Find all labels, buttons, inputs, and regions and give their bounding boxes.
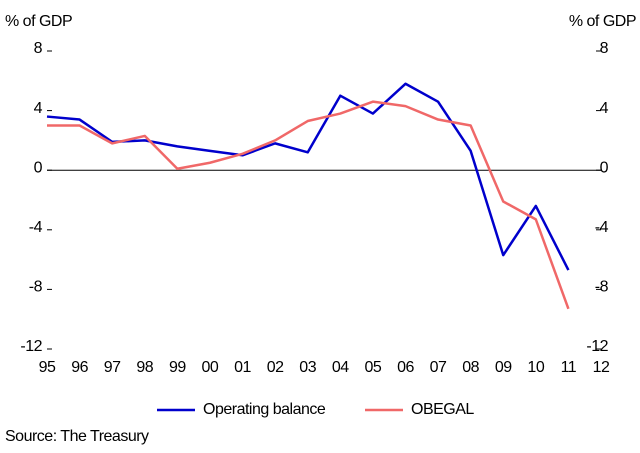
source: Source: The Treasury: [5, 428, 149, 445]
legend-label: OBEGAL: [411, 401, 474, 418]
y2-axis-label: % of GDP: [569, 13, 636, 30]
y-tick-label: 8: [34, 40, 43, 57]
x-tick-label: 06: [397, 359, 414, 376]
series-line: [47, 100, 570, 310]
x-tick-label: 03: [299, 359, 316, 376]
y2-tick-label: 8: [600, 40, 609, 57]
x-tick-label: 08: [462, 359, 479, 376]
x-tick-label: 09: [495, 359, 512, 376]
x-tick-label: 12: [593, 359, 610, 376]
x-tick-label: 05: [364, 359, 381, 376]
y2-tick-label: -8: [595, 279, 609, 296]
y2-tick-label: -4: [595, 219, 609, 236]
x-tick-label: 97: [104, 359, 121, 376]
x-tick-label: 96: [71, 359, 88, 376]
x-tick-label: 00: [202, 359, 219, 376]
x-tick-label: 04: [332, 359, 349, 376]
y-tick-label: -8: [29, 279, 43, 296]
series-line: [46, 82, 570, 271]
y2-tick-label: 4: [600, 100, 609, 117]
y2-tick-label: 0: [600, 159, 609, 176]
x-tick-label: 10: [527, 359, 544, 376]
x-tick-label: 07: [430, 359, 447, 376]
x-tick-label: 01: [234, 359, 251, 376]
x-tick-label: 95: [39, 359, 56, 376]
y-tick-label: 4: [34, 100, 43, 117]
x-tick-label: 99: [169, 359, 186, 376]
x-tick-label: 98: [136, 359, 153, 376]
y-tick-label: -12: [20, 338, 42, 355]
y-tick-label: -4: [29, 219, 43, 236]
y-axis-label: % of GDP: [5, 13, 72, 30]
x-tick-label: 02: [267, 359, 284, 376]
legend-label: Operating balance: [203, 401, 326, 418]
y2-tick-label: -12: [586, 338, 608, 355]
x-tick-label: 11: [561, 359, 577, 376]
y-tick-label: 0: [34, 159, 43, 176]
